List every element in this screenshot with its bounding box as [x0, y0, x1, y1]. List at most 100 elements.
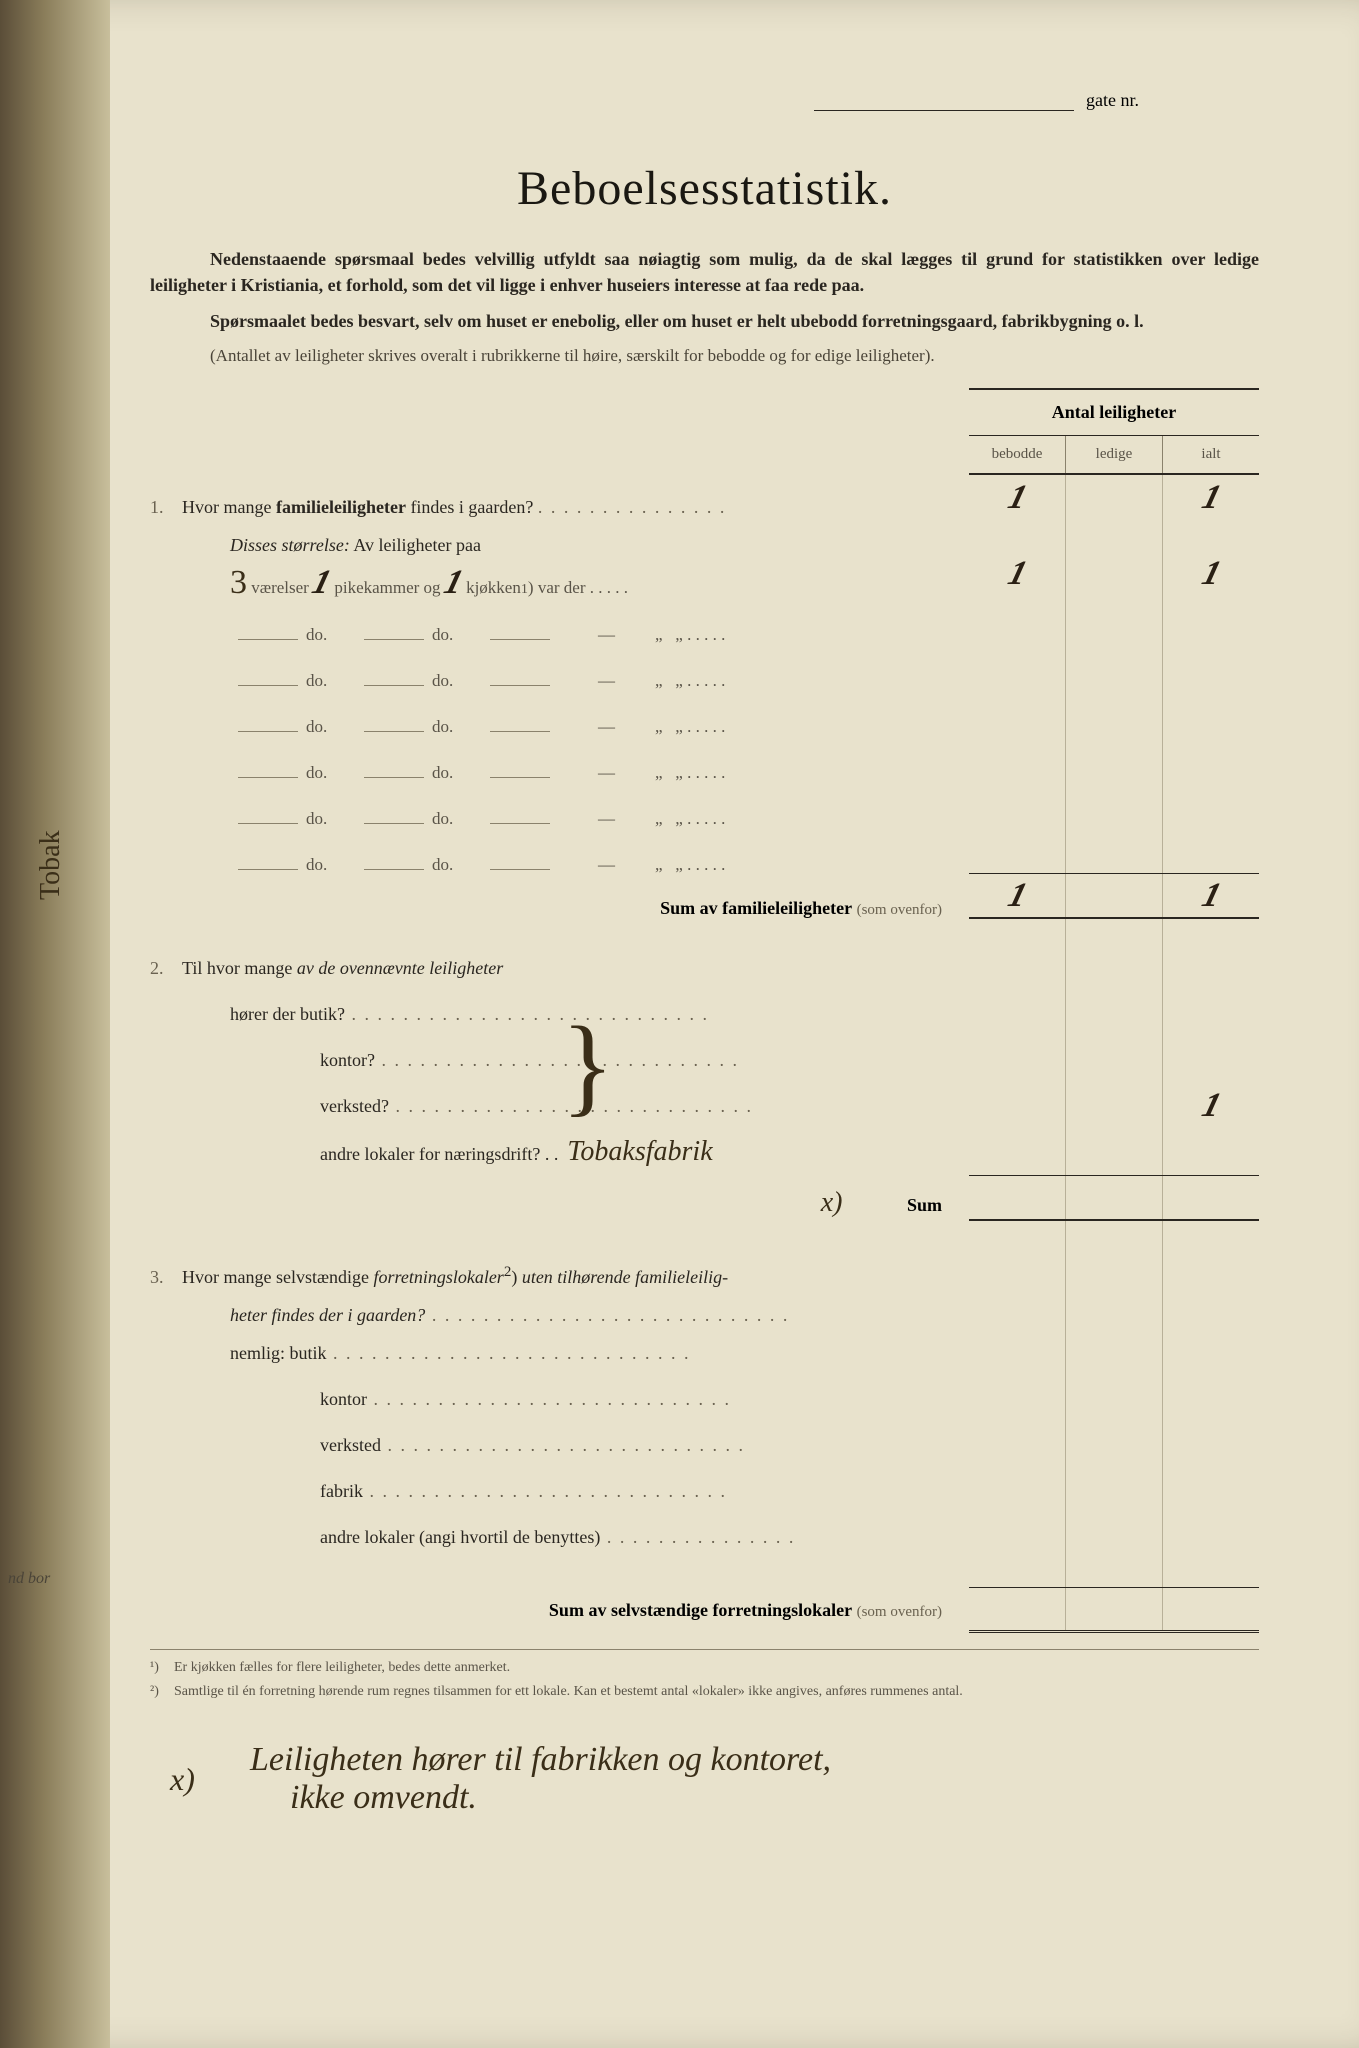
table-row [969, 521, 1259, 551]
question-3: 3. Hvor mange selvstændige forretningslo… [150, 1249, 954, 1621]
hand-x-marker: x) [821, 1187, 843, 1218]
table-row [969, 1373, 1259, 1419]
page-title: Beboelsesstatistik. [150, 161, 1259, 216]
q3-sum-label: Sum av selvstændige forretningslokaler (… [150, 1590, 954, 1621]
q1-number: 1. [150, 484, 182, 530]
q1-do-line-2: do.do.—„ „ . . . . . [150, 612, 954, 658]
q3-number: 3. [150, 1254, 182, 1300]
q2-kontor: kontor? [150, 1037, 954, 1083]
table-row [969, 1465, 1259, 1511]
hand-pike-n: 1 [307, 560, 336, 606]
table-row [969, 643, 1259, 689]
q2-andre: andre lokaler for næringsdrift? . . Toba… [150, 1129, 954, 1177]
cell-ledige [1065, 551, 1162, 597]
content-area: 1. Hvor mange familieleiligheter findes … [150, 388, 1259, 1641]
curly-brace: } [561, 1043, 614, 1087]
cell-ledige [1065, 475, 1162, 521]
cell-bebodde: 1 [969, 475, 1065, 521]
intro-paragraph-1: Nedenstaaende spørsmaal bedes velvillig … [150, 246, 1259, 298]
q3-line1: 3. Hvor mange selvstændige forretningslo… [150, 1249, 954, 1300]
gate-nr-label: gate nr. [1086, 90, 1139, 110]
table-row [969, 1557, 1259, 1587]
table-row [969, 1297, 1259, 1327]
table-row [969, 1419, 1259, 1465]
intro-parenthetical: (Antallet av leiligheter skrives overalt… [150, 344, 1259, 368]
cell-ialt: 1 [1162, 551, 1259, 597]
cell-ialt: 1 [1162, 1083, 1259, 1129]
q2-sum: x) Sum [150, 1177, 954, 1219]
table-row [969, 1129, 1259, 1175]
col-ledige: ledige [1065, 436, 1162, 473]
q1-do-line-7: do.do.—„ „ . . . . . [150, 842, 954, 888]
footnote-1: ¹)Er kjøkken fælles for flere leilighete… [150, 1658, 1259, 1678]
margin-printed-fragment: nd bor [8, 1570, 50, 1588]
hand-x-marker-bottom: x) [170, 1761, 195, 1798]
q1-sum-label: Sum av familieleiligheter (som ovenfor) [150, 888, 954, 919]
table-body: 1 1 1 1 1 [969, 475, 1259, 1633]
book-spine [0, 0, 110, 2048]
table-row: 1 [969, 1083, 1259, 1129]
cell-ialt: 1 [1162, 475, 1259, 521]
cell-bebodde: 1 [969, 874, 1065, 917]
table-row [969, 1037, 1259, 1083]
q1-do-line-5: do.do.—„ „ . . . . . [150, 750, 954, 796]
table-spacer [969, 1221, 1259, 1251]
header-gate-nr: gate nr. [150, 90, 1259, 111]
q3-kontor: kontor [150, 1376, 954, 1422]
q3-butik: nemlig: butik [150, 1330, 954, 1376]
table-column: Antal leiligheter bebodde ledige ialt 1 … [969, 388, 1259, 1641]
table-row-sum [969, 1587, 1259, 1633]
intro-p1-text: Nedenstaaende spørsmaal bedes velvillig … [150, 249, 1259, 295]
table-row: 1 1 [969, 475, 1259, 521]
q1-do-line-6: do.do.—„ „ . . . . . [150, 796, 954, 842]
hand-tobaksfabrik: Tobaksfabrik [567, 1136, 712, 1167]
footnotes: ¹)Er kjøkken fælles for flere leilighete… [150, 1649, 1259, 1701]
table-row [969, 991, 1259, 1037]
q3-fabrik: fabrik [150, 1468, 954, 1514]
q3-line1b: heter findes der i gaarden? [150, 1300, 954, 1330]
scanned-form-page: Tobak nd bor gate nr. Beboelsesstatistik… [0, 0, 1359, 2048]
cell-ialt: 1 [1162, 874, 1259, 917]
cell-ledige [1065, 874, 1162, 917]
table-subheader: bebodde ledige ialt [969, 436, 1259, 475]
table-row [969, 781, 1259, 827]
table-row [969, 827, 1259, 873]
dot-leader [538, 497, 727, 517]
q1-size-line-1: 3 værelser 1 pikekammer og 1 kjøkken1) v… [150, 560, 954, 612]
col-ialt: ialt [1162, 436, 1259, 473]
q1-disses: Disses størrelse: Av leiligheter paa [150, 530, 954, 560]
q1-do-line-4: do.do.—„ „ . . . . . [150, 704, 954, 750]
hand-note-line1: Leiligheten hører til fabrikken og konto… [250, 1741, 1259, 1779]
q2-verksted: verksted? [150, 1083, 954, 1129]
col-bebodde: bebodde [969, 436, 1065, 473]
hand-kjokken-n: 1 [439, 560, 468, 606]
q1-text: Hvor mange familieleiligheter findes i g… [182, 484, 954, 530]
table-row [969, 945, 1259, 991]
table-row [969, 1511, 1259, 1557]
table-row [969, 597, 1259, 643]
table-row [969, 735, 1259, 781]
hand-vaerelser-n: 3 [230, 560, 247, 606]
intro-p2-text: Spørsmaalet bedes besvart, selv om huset… [210, 311, 1144, 331]
table-row-sum: 1 1 [969, 873, 1259, 919]
footnote-2: ²)Samtlige til én forretning hørende rum… [150, 1682, 1259, 1702]
question-2: 2. Til hvor mange av de ovennævnte leili… [150, 945, 954, 1219]
table-row [969, 1251, 1259, 1297]
cell-bebodde: 1 [969, 551, 1065, 597]
table-spacer [969, 919, 1259, 945]
table-row: 1 1 [969, 551, 1259, 597]
margin-handwriting-vertical: Tobak [35, 830, 67, 900]
table-row [969, 1327, 1259, 1373]
q2-butik: hører der butik? [150, 991, 954, 1037]
table-row-sum [969, 1175, 1259, 1221]
bottom-handwriting: x) Leiligheten hører til fabrikken og ko… [150, 1741, 1259, 1817]
q1-do-line-3: do.do.—„ „ . . . . . [150, 658, 954, 704]
gate-blank-line [814, 110, 1074, 111]
table-row [969, 689, 1259, 735]
q2-line1: 2. Til hvor mange av de ovennævnte leili… [150, 945, 954, 991]
intro-paragraph-2: Spørsmaalet bedes besvart, selv om huset… [150, 308, 1259, 334]
questions-column: 1. Hvor mange familieleiligheter findes … [150, 388, 969, 1641]
q3-verksted: verksted [150, 1422, 954, 1468]
hand-note-line2: ikke omvendt. [250, 1779, 1259, 1817]
q2-number: 2. [150, 945, 182, 991]
